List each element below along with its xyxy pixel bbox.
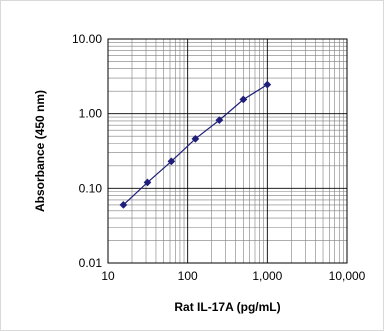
x-tick-label: 10,000: [329, 269, 366, 283]
y-tick-label: 10.00: [72, 32, 102, 46]
series-layer: [119, 80, 272, 209]
data-point: [143, 178, 152, 187]
x-tick-label: 100: [178, 269, 198, 283]
data-point: [239, 95, 248, 104]
data-point: [119, 200, 128, 209]
y-tick-label: 1.00: [79, 107, 103, 121]
data-point: [191, 134, 200, 143]
x-tick-label: 1,000: [252, 269, 282, 283]
data-point: [263, 80, 272, 89]
plot-area-border: [107, 38, 348, 264]
y-axis-title: Absorbance (450 nm): [33, 90, 47, 212]
grid: [107, 38, 348, 264]
x-tick-label: 10: [101, 269, 115, 283]
x-axis-title: Rat IL-17A (pg/mL): [174, 300, 280, 314]
x-axis-ticks: 10 100 1,000 10,000: [101, 269, 365, 283]
y-tick-label: 0.10: [79, 181, 103, 195]
data-point: [167, 157, 176, 166]
y-tick-label: 0.01: [79, 256, 103, 270]
y-axis-ticks: 0.01 0.10 1.00 10.00: [72, 32, 102, 270]
series-line: [122, 84, 268, 206]
data-point: [215, 116, 224, 125]
